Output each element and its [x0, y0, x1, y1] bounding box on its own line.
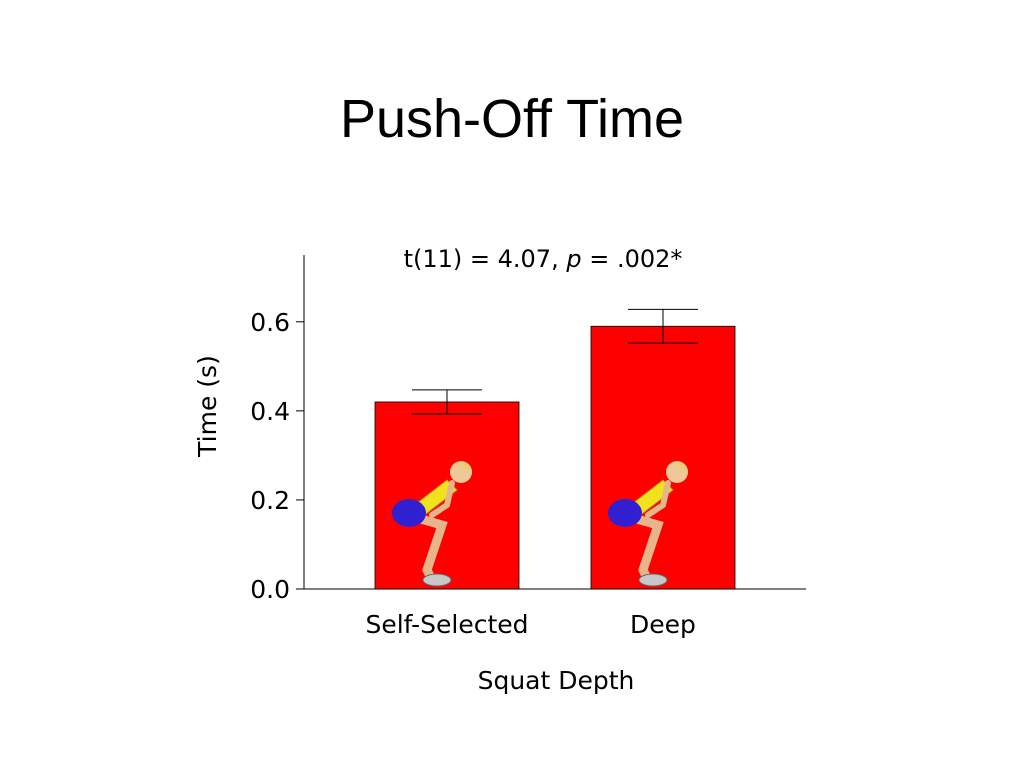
annotation-part: = .002*: [582, 245, 683, 273]
error-bar: [412, 389, 482, 415]
figure-arm: [429, 480, 455, 518]
x-axis-label: Squat Depth: [478, 666, 635, 695]
figure-shorts: [392, 499, 426, 527]
figure-shoes: [638, 573, 668, 587]
bar: [590, 325, 736, 590]
x-tick-label: Self-Selected: [365, 610, 528, 639]
y-axis-label: Time (s): [193, 355, 222, 458]
x-tick-label: Deep: [630, 610, 696, 639]
y-tick-label: 0.2: [250, 486, 290, 515]
bar: [374, 401, 520, 590]
y-tick-label: 0.6: [250, 308, 290, 337]
error-bar: [628, 308, 698, 344]
y-tick-label: 0.4: [250, 397, 290, 426]
annotation-part: t(11) = 4.07,: [404, 245, 567, 273]
annotation-part: p: [565, 245, 581, 273]
figure-shorts: [608, 499, 642, 527]
annotation: t(11) = 4.07, p = .002*: [404, 245, 683, 273]
figure-hair: [453, 461, 471, 471]
squat-figure: [608, 461, 688, 587]
figure-arm: [645, 480, 671, 518]
y-tick-label: 0.0: [250, 575, 290, 604]
figure-shoes: [422, 573, 452, 587]
chart-title: Push-Off Time: [340, 89, 684, 149]
figure-hair: [669, 461, 687, 471]
squat-figure: [392, 461, 472, 587]
